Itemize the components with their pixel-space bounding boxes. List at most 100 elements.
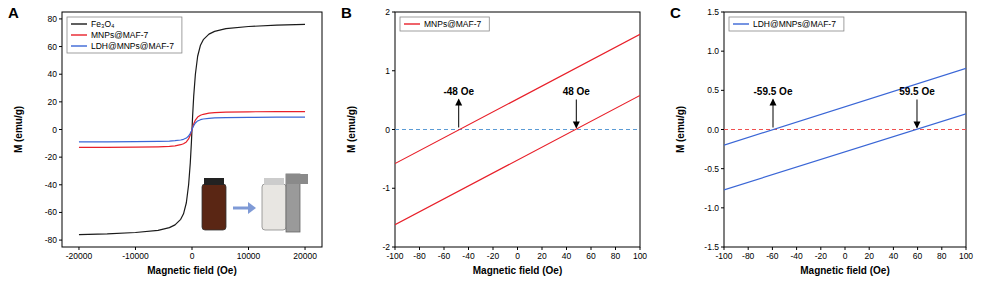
x-tick-label: -20 — [815, 251, 828, 261]
plot-area — [724, 68, 966, 189]
y-tick-label: -0.5 — [704, 164, 719, 174]
x-tick — [893, 247, 894, 250]
inset-arrow — [233, 207, 250, 210]
reference-line — [395, 129, 640, 130]
y-tick-label: 80 — [48, 14, 58, 24]
y-tick-label: 20 — [48, 97, 58, 107]
vial-cap — [204, 178, 224, 185]
y-tick — [721, 51, 724, 52]
panel-label: C — [670, 4, 681, 21]
figure: A-20000-1000001000020000-80-60-40-200204… — [0, 0, 982, 282]
x-tick-label: 80 — [611, 251, 621, 261]
x-tick — [869, 247, 870, 250]
x-tick — [542, 247, 543, 250]
x-tick — [566, 247, 567, 250]
y-tick — [392, 247, 395, 248]
x-tick — [917, 247, 918, 250]
x-tick-label: -20000 — [66, 251, 93, 261]
x-tick — [591, 247, 592, 250]
vial-dispersed — [202, 184, 226, 230]
x-tick — [135, 247, 136, 250]
x-tick-label: 20 — [864, 251, 874, 261]
vial-separated — [262, 184, 286, 230]
series-line — [79, 117, 305, 142]
legend-frame — [400, 17, 489, 31]
inset-photo — [202, 174, 308, 232]
x-tick-label: 0 — [843, 251, 848, 261]
y-tick-label: 1.0 — [707, 46, 719, 56]
legend-label: LDH@MNPs@MAF-7 — [91, 41, 174, 51]
x-tick — [517, 247, 518, 250]
y-tick-label: -1 — [382, 183, 390, 193]
y-tick-label: 1.5 — [707, 7, 719, 17]
panel-label: B — [341, 4, 352, 21]
x-tick-label: 80 — [937, 251, 947, 261]
y-tick — [721, 129, 724, 130]
series-line — [79, 112, 305, 148]
y-tick — [59, 157, 62, 158]
x-tick — [845, 247, 846, 250]
annotation: 59.5 Oe — [899, 86, 935, 97]
plot-area — [395, 34, 640, 224]
x-tick-label: -100 — [715, 251, 732, 261]
y-tick-label: 0 — [52, 125, 57, 135]
x-tick — [305, 247, 306, 250]
x-tick — [748, 247, 749, 250]
plot-frame — [395, 12, 640, 247]
legend-swatch — [71, 45, 87, 46]
annotation-arrowhead — [573, 122, 580, 129]
legend: LDH@MNPs@MAF-7 — [729, 17, 844, 31]
y-axis-title: M (emu/g) — [13, 106, 24, 153]
annotation-arrowhead — [455, 99, 462, 106]
x-tick-label: -60 — [438, 251, 451, 261]
y-tick-label: 1 — [385, 66, 390, 76]
x-tick — [941, 247, 942, 250]
legend-swatch — [404, 23, 420, 24]
y-tick-label: -1.0 — [704, 203, 719, 213]
y-tick — [59, 240, 62, 241]
legend-label: LDH@MNPs@MAF-7 — [753, 19, 836, 29]
x-tick — [192, 247, 193, 250]
y-tick — [59, 184, 62, 185]
x-tick-label: 20000 — [293, 251, 317, 261]
panel-0: A-20000-1000001000020000-80-60-40-200204… — [8, 4, 322, 276]
x-tick-label: 10000 — [237, 251, 261, 261]
legend-frame — [67, 17, 182, 53]
legend-label: MNPs@MAF-7 — [424, 19, 482, 29]
inset-arrowhead — [248, 202, 256, 214]
legend-swatch — [71, 23, 87, 24]
series-line — [724, 68, 966, 189]
x-tick-label: -40 — [462, 251, 475, 261]
y-tick — [721, 90, 724, 91]
y-tick-label: -20 — [45, 152, 58, 162]
y-axis-title: M (emu/g) — [346, 106, 357, 153]
y-tick-label: 2 — [385, 7, 390, 17]
x-tick — [419, 247, 420, 250]
legend-label: Fe₃O₄ — [91, 19, 115, 29]
annotation-arrowhead — [770, 99, 777, 106]
y-tick — [59, 74, 62, 75]
reference-line — [724, 129, 966, 130]
y-tick — [59, 46, 62, 47]
plot-frame — [724, 12, 966, 247]
y-tick — [721, 247, 724, 248]
x-tick — [615, 247, 616, 250]
y-tick-label: -60 — [45, 207, 58, 217]
annotation: 48 Oe — [563, 86, 591, 97]
x-tick — [772, 247, 773, 250]
legend-swatch — [71, 34, 87, 35]
x-tick — [820, 247, 821, 250]
y-tick-label: 0 — [385, 125, 390, 135]
y-tick — [721, 168, 724, 169]
series-line — [79, 24, 305, 234]
annotation: -59.5 Oe — [754, 86, 793, 97]
y-tick — [59, 18, 62, 19]
y-tick — [721, 207, 724, 208]
x-tick-label: -20 — [487, 251, 500, 261]
x-tick — [966, 247, 967, 250]
legend: MNPs@MAF-7 — [400, 17, 489, 31]
x-tick-label: 40 — [889, 251, 899, 261]
x-tick — [78, 247, 79, 250]
x-axis-title: Magnetic field (Oe) — [800, 265, 889, 276]
x-axis-title: Magnetic field (Oe) — [473, 265, 562, 276]
